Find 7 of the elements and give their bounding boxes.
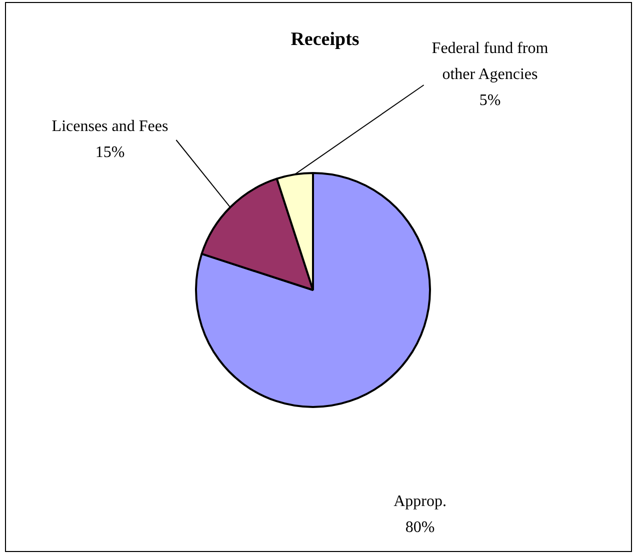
data-label: 15% <box>95 144 125 162</box>
slice-label: Federal fund from other Agencies <box>432 40 549 84</box>
slice-label: Approp. <box>394 493 446 510</box>
chart-title: Receipts <box>290 28 360 50</box>
data-label: 5% <box>479 92 501 110</box>
slice-label: Licenses and Fees <box>52 118 168 136</box>
data-label: 80% <box>405 519 435 536</box>
